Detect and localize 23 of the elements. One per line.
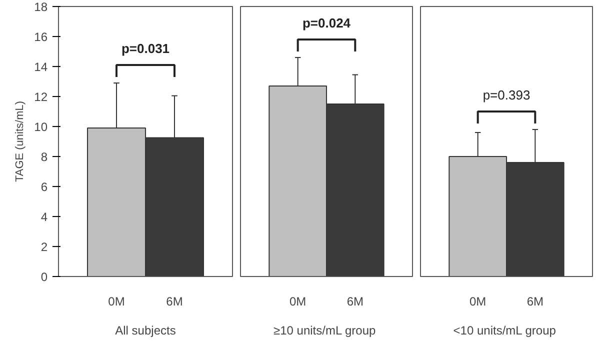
y-tick-label: 2 (40, 240, 48, 254)
annotation: p=0.393 (482, 88, 530, 102)
x-tick-label: 6M (166, 294, 183, 308)
y-tick-label: 8 (40, 150, 48, 164)
y-tick-label: 0 (40, 270, 48, 284)
y-axis-title: TAGE (units/mL) (14, 100, 26, 182)
x-tick-label: 6M (346, 294, 364, 308)
y-tick-label: 10 (34, 120, 48, 134)
y-tick-label: 4 (40, 210, 48, 224)
annotation: p=0.031 (121, 41, 170, 56)
annotation: p=0.024 (302, 16, 352, 30)
x-axis-title: ≥10 units/mL group (274, 324, 376, 338)
x-tick-label: 6M (526, 294, 544, 308)
y-tick-label: 16 (34, 30, 48, 44)
x-axis-title: <10 units/mL group (453, 324, 556, 338)
y-tick-label: 12 (34, 90, 48, 104)
x-tick-label: 0M (108, 294, 125, 308)
x-axis-title: All subjects (115, 324, 176, 338)
x-tick-label: 0M (470, 294, 486, 308)
x-tick-label: 0M (290, 294, 306, 308)
y-tick-label: 6 (40, 180, 48, 194)
y-tick-label: 18 (34, 0, 48, 14)
y-tick-label: 14 (34, 60, 48, 74)
